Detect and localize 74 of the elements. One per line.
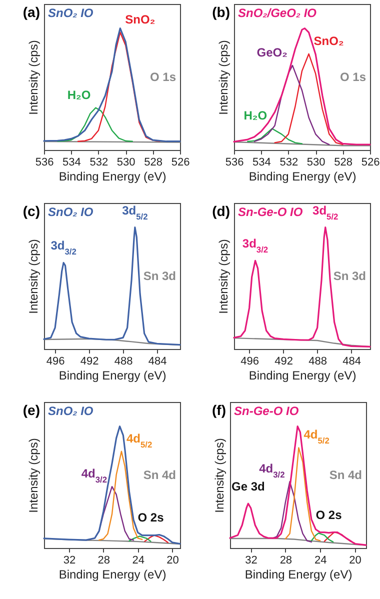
text: SnO₂ IO [48,205,94,219]
x-axis-title: Binding Energy (eV) [248,170,356,184]
x-tick-label: 526 [361,156,380,168]
y-axis-title: Intensity (cps) [212,438,226,513]
annotation: 3d$_{5/2}$ [122,203,148,222]
series-label: 4d$_{3/2}$ [81,466,108,485]
series-label: SnO₂/GeO₂ IO [238,6,318,20]
series-label: SnO₂ [125,12,156,26]
annotation: Sn 4d [143,468,176,482]
text: Sn-Ge-O IO [238,205,304,219]
x-tick-label: 32 [245,554,258,566]
series-label: GeO₂ [256,45,288,60]
x-axis-title: Binding Energy (eV) [58,568,166,582]
x-tick-label: 28 [98,554,110,566]
x-tick-label: 530 [306,156,326,168]
text: SnO₂ IO [48,404,94,418]
x-tick-label: 488 [308,356,327,368]
annotation: O 2s [316,508,342,522]
x-tick-label: 492 [274,356,293,368]
x-tick-label: 528 [334,156,352,168]
annotation: 3d$_{3/2}$ [50,238,77,257]
x-tick-label: 530 [116,156,136,168]
annotation: 3d$_{5/2}$ [312,203,339,222]
x-tick-label: 496 [240,356,259,368]
x-tick-label: 484 [148,356,167,368]
series-label: H₂O [67,88,91,102]
annotation: Ge 3d [232,480,265,494]
chart-title: (e) [22,402,40,418]
series-label: SnO₂ [314,34,344,48]
annotation: Sn 3d [143,269,176,283]
y-axis-title: Intensity (cps) [216,239,230,314]
chart-title: (b) [212,4,230,20]
chart-title: (d) [212,203,230,219]
x-tick-label: 536 [35,156,54,168]
x-tick-label: 24 [132,554,144,566]
annotation: Sn 3d [333,269,366,283]
x-tick-label: 488 [114,356,133,368]
x-axis-title: Binding Energy (eV) [58,368,166,382]
x-tick-label: 532 [90,156,108,168]
x-tick-label: 20 [166,554,179,566]
x-tick-label: 528 [144,156,162,168]
chart-title: (a) [22,4,40,20]
series-label: Sn-Ge-O IO [234,404,300,418]
x-tick-label: 534 [62,156,81,168]
y-axis-title: Intensity (cps) [26,40,40,115]
x-tick-label: 534 [252,156,271,168]
x-tick-label: 532 [280,156,298,168]
text: SnO₂ IO [48,6,94,20]
annotation: O 1s [150,70,176,84]
x-axis-title: Binding Energy (eV) [248,368,356,382]
x-tick-label: 526 [171,156,190,168]
x-tick-label: 536 [225,156,244,168]
x-axis-title: Binding Energy (eV) [244,568,352,582]
y-axis-title: Intensity (cps) [216,40,230,115]
x-tick-label: 28 [280,554,292,566]
chart-title: (c) [22,203,40,219]
annotation: Sn 4d [329,468,362,482]
x-tick-label: 24 [314,554,327,566]
x-tick-label: 484 [342,356,361,368]
x-axis-title: Binding Energy (eV) [58,170,166,184]
annotation: O 1s [340,70,366,84]
annotation: 3d$_{3/2}$ [242,236,268,255]
x-tick-label: 496 [46,356,65,368]
x-tick-label: 492 [80,356,99,368]
x-tick-label: 20 [349,554,362,566]
series-label: 4d$_{3/2}$ [259,462,286,480]
x-tick-label: 32 [63,554,76,566]
y-axis-title: Intensity (cps) [26,438,40,513]
series-label: 4d$_{5/2}$ [304,428,330,446]
series-label: H₂O [244,108,268,123]
annotation: O 2s [138,510,164,525]
y-axis-title: Intensity (cps) [26,239,40,314]
series-label: 4d$_{5/2}$ [126,431,152,450]
chart-title: (f) [212,402,226,418]
